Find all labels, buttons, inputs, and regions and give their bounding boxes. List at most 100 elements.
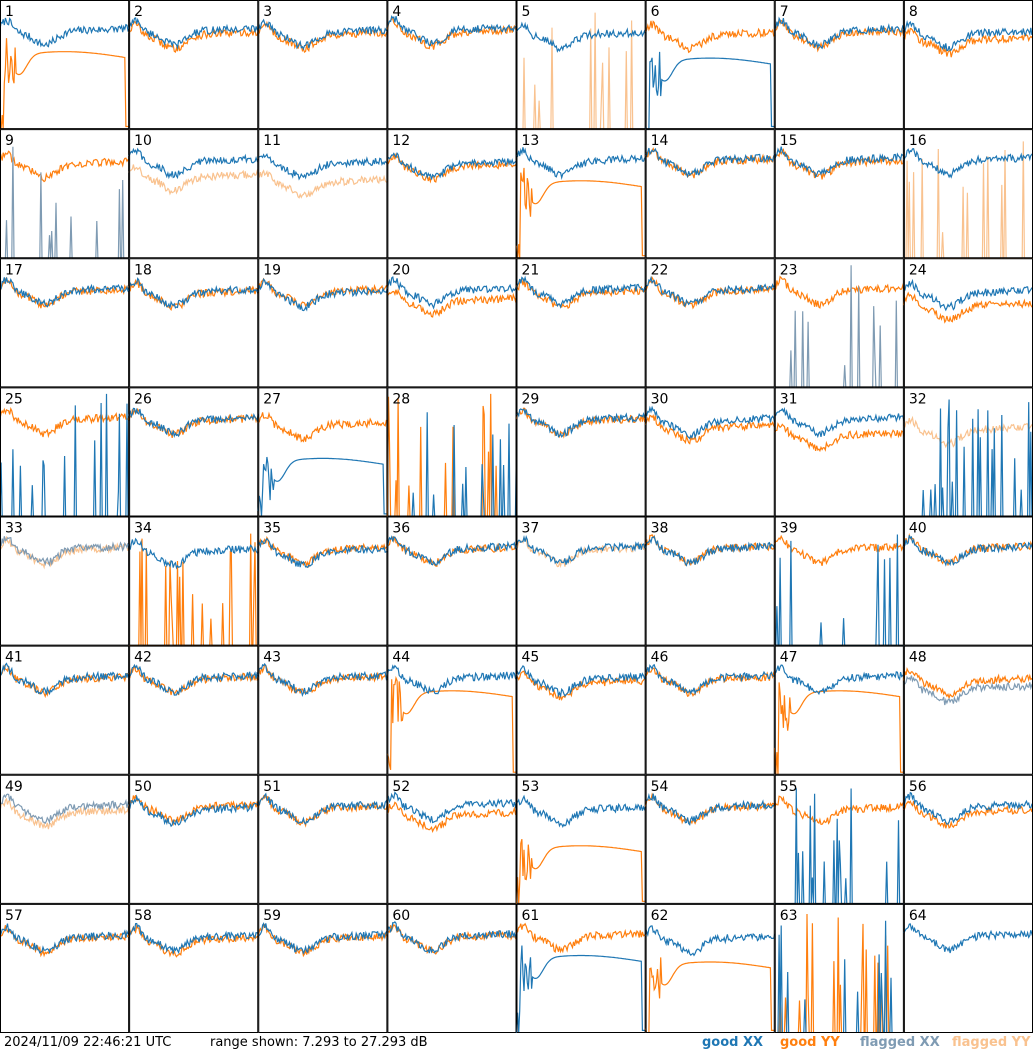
series-yy-61: [516, 922, 647, 954]
series-xx-10: [128, 147, 259, 180]
panel-border: [774, 387, 904, 517]
series-yy-53: [515, 839, 646, 904]
panel-63: 63: [774, 903, 904, 1033]
panel-border: [645, 774, 775, 904]
series-xx-53: [516, 794, 647, 829]
series-xx-15: [774, 146, 905, 179]
series-xx-3: [257, 18, 388, 51]
panel-label: 50: [134, 779, 152, 795]
panel-label: 38: [651, 521, 669, 537]
series-xx-22: [645, 275, 776, 308]
panel-border: [516, 258, 646, 388]
series-yy-44: [386, 675, 517, 773]
series-yy-34: [129, 533, 259, 647]
panel-60: 60: [386, 903, 518, 1033]
series-xx-24: [903, 278, 1033, 312]
panel-border: [387, 387, 517, 517]
series-xx-20: [386, 276, 518, 310]
panel-30: 30: [645, 387, 776, 517]
panel-label: 24: [909, 262, 927, 278]
series-xx-62: [645, 925, 776, 957]
series-xx-61: [515, 945, 646, 1033]
panel-23: 23: [774, 258, 905, 388]
panel-border: [129, 387, 259, 517]
panel-border: [258, 903, 388, 1033]
panel-border: [258, 516, 388, 646]
legend-flagged-xx: flagged XX: [860, 1035, 940, 1050]
panel-44: 44: [386, 645, 517, 775]
panel-48: 48: [903, 645, 1033, 775]
timestamp: 2024/11/09 22:46:21 UTC: [4, 1035, 172, 1050]
series-xx-64: [903, 923, 1033, 954]
series-xx-60: [386, 921, 518, 954]
panel-label: 42: [134, 650, 152, 666]
panel-label: 36: [392, 521, 410, 537]
series-yy-24: [903, 291, 1033, 324]
panel-border: [0, 0, 130, 130]
panel-border: [516, 0, 646, 130]
panel-label: 53: [522, 779, 540, 795]
series-yy-48: [903, 666, 1033, 700]
panel-border: [387, 0, 517, 130]
series-xx-59: [257, 922, 388, 955]
series-xx-17: [0, 277, 130, 308]
series-xx-51: [257, 792, 388, 825]
panel-label: 7: [780, 4, 789, 20]
panel-border: [129, 903, 259, 1033]
series-xx-21: [515, 275, 647, 309]
panel-55: 55: [774, 774, 905, 905]
series-xx-55: [774, 788, 904, 905]
series-xx-8: [903, 19, 1033, 52]
series-yy-31: [774, 422, 905, 453]
panel-43: 43: [257, 645, 388, 775]
panel-label: 63: [780, 908, 798, 924]
series-yy-4: [386, 17, 517, 50]
panel-28: 28: [386, 387, 518, 518]
panel-label: 31: [780, 391, 798, 407]
panel-label: 35: [263, 521, 281, 537]
panel-42: 42: [128, 645, 259, 775]
panel-border: [774, 645, 904, 775]
series-yy-55: [774, 795, 905, 825]
series-xx-18: [128, 277, 259, 309]
panel-57: 57: [0, 903, 130, 1033]
series-yy-3: [258, 20, 388, 54]
panel-label: 40: [909, 521, 927, 537]
panel-9: 9: [0, 129, 130, 259]
panel-border: [516, 129, 646, 259]
panel-36: 36: [386, 516, 518, 646]
series-xx-1: [0, 17, 130, 48]
panel-label: 61: [522, 908, 540, 924]
panel-border: [258, 0, 388, 130]
panel-label: 5: [522, 4, 531, 20]
panel-56: 56: [903, 774, 1033, 904]
panel-26: 26: [128, 387, 259, 517]
panel-label: 16: [909, 133, 927, 149]
panel-label: 29: [522, 391, 540, 407]
panel-15: 15: [774, 129, 905, 259]
panel-border: [645, 258, 775, 388]
panel-border: [774, 903, 904, 1033]
panel-1: 1: [0, 0, 130, 130]
series-yy-11: [258, 169, 388, 199]
series-yy-35: [257, 535, 388, 569]
panel-label: 27: [263, 391, 281, 407]
footer: 2024/11/09 22:46:21 UTC range shown: 7.2…: [0, 1033, 1033, 1053]
panel-border: [129, 0, 259, 130]
panel-border: [645, 0, 775, 130]
panel-19: 19: [257, 258, 388, 388]
panel-border: [774, 516, 904, 646]
series-xx-16: [903, 148, 1033, 179]
panel-38: 38: [645, 516, 776, 646]
panel-label: 52: [392, 779, 410, 795]
panel-label: 33: [5, 521, 23, 537]
series-xx-26: [128, 407, 259, 439]
series-yy-1: [0, 38, 130, 130]
series-yy-12: [386, 153, 518, 184]
series-xx-40: [903, 535, 1033, 567]
series-yy-18: [128, 278, 259, 311]
panel-border: [129, 129, 259, 259]
panel-border: [387, 645, 517, 775]
series-xx-6: [645, 51, 775, 130]
panel-14: 14: [645, 129, 776, 259]
